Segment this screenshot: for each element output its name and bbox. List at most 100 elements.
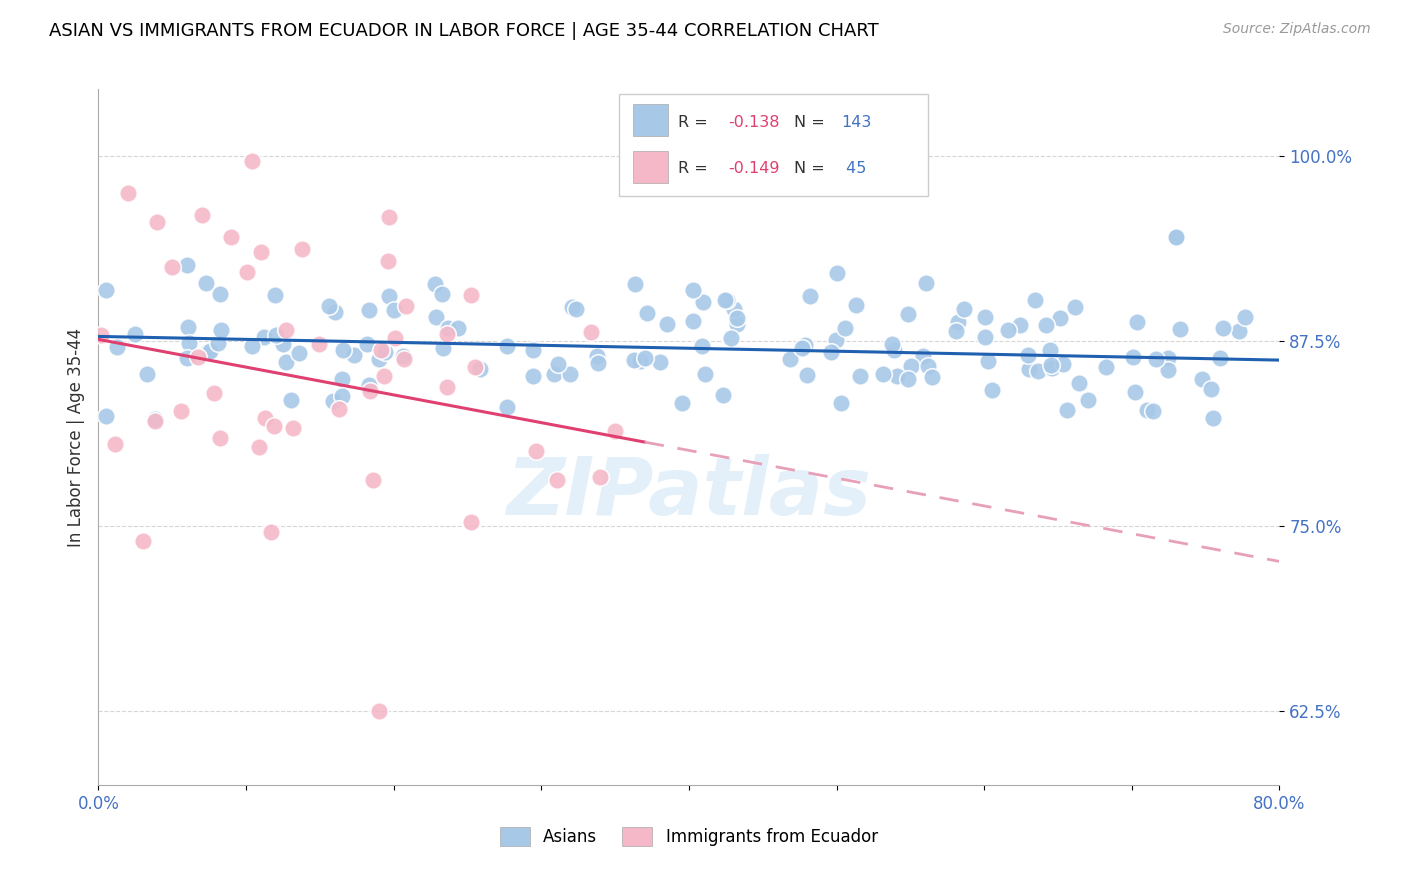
Point [799, 289, 821, 303]
Point [323, 305, 346, 319]
Point [1136, 403, 1159, 417]
Text: ASIAN VS IMMIGRANTS FROM ECUADOR IN LABOR FORCE | AGE 35-44 CORRELATION CHART: ASIAN VS IMMIGRANTS FROM ECUADOR IN LABO… [49, 22, 879, 40]
Point [1202, 411, 1225, 425]
Point [872, 367, 894, 381]
Point [1212, 320, 1234, 334]
Point [824, 333, 846, 347]
Point [437, 321, 460, 335]
Point [332, 343, 354, 357]
Point [496, 401, 519, 415]
Point [96, 283, 118, 297]
Point [382, 303, 405, 318]
Point [162, 260, 183, 274]
Point [117, 186, 139, 200]
Point [328, 401, 350, 416]
Point [342, 348, 364, 362]
Point [1199, 382, 1222, 396]
Point [359, 303, 381, 318]
Point [1077, 393, 1099, 408]
Point [690, 339, 713, 353]
Point [585, 349, 607, 363]
Text: 45: 45 [841, 161, 866, 176]
Point [291, 242, 314, 256]
Point [179, 336, 201, 351]
Point [1191, 372, 1213, 386]
Point [90, 327, 112, 342]
Point [197, 344, 219, 359]
Point [848, 369, 870, 384]
Point [318, 299, 340, 313]
Point [671, 396, 693, 410]
Point [820, 344, 842, 359]
Point [1166, 230, 1188, 244]
Point [692, 295, 714, 310]
Text: 143: 143 [841, 115, 872, 129]
Point [370, 343, 392, 358]
Point [271, 336, 294, 351]
Legend: Asians, Immigrants from Ecuador: Asians, Immigrants from Ecuador [494, 821, 884, 853]
Text: R =: R = [678, 115, 713, 129]
Point [283, 420, 305, 434]
Point [1168, 322, 1191, 336]
Point [392, 352, 415, 367]
Point [276, 355, 298, 369]
Point [725, 318, 748, 332]
Point [1126, 315, 1149, 329]
Point [124, 326, 146, 341]
Point [263, 288, 285, 302]
Y-axis label: In Labor Force | Age 35-44: In Labor Force | Age 35-44 [66, 327, 84, 547]
Point [378, 289, 401, 303]
Point [834, 320, 856, 334]
Point [143, 414, 166, 428]
Point [176, 351, 198, 365]
Point [1233, 310, 1256, 324]
Point [191, 208, 214, 222]
Point [436, 326, 458, 341]
Point [1039, 358, 1062, 372]
Point [1227, 324, 1250, 338]
Point [1049, 311, 1071, 326]
Text: -0.138: -0.138 [728, 115, 780, 129]
Point [460, 515, 482, 529]
Point [1123, 385, 1146, 400]
Point [682, 283, 704, 297]
Point [330, 371, 353, 385]
Point [1017, 348, 1039, 362]
Point [198, 344, 221, 359]
Point [543, 367, 565, 381]
Point [195, 276, 218, 290]
Point [135, 368, 157, 382]
Point [1157, 351, 1180, 366]
Point [460, 288, 482, 302]
Point [253, 330, 276, 344]
Point [825, 266, 848, 280]
Point [973, 310, 995, 325]
Point [524, 444, 547, 458]
Point [790, 342, 813, 356]
Point [104, 437, 127, 451]
Point [603, 424, 626, 438]
Point [952, 301, 974, 316]
Point [266, 328, 288, 343]
Point [1166, 230, 1188, 244]
Point [1067, 376, 1090, 390]
Point [288, 346, 311, 360]
Point [1142, 404, 1164, 418]
Point [845, 298, 868, 312]
Point [432, 341, 454, 355]
Point [977, 354, 1000, 368]
Point [561, 300, 583, 314]
Point [945, 324, 967, 338]
Point [94, 409, 117, 423]
Point [628, 354, 651, 368]
Point [897, 307, 920, 321]
Point [1209, 351, 1232, 365]
Text: -0.149: -0.149 [728, 161, 780, 176]
Point [332, 389, 354, 403]
Point [176, 259, 198, 273]
Point [883, 343, 905, 357]
Point [447, 321, 470, 335]
Point [221, 230, 243, 244]
Point [1038, 361, 1060, 376]
Point [132, 533, 155, 548]
